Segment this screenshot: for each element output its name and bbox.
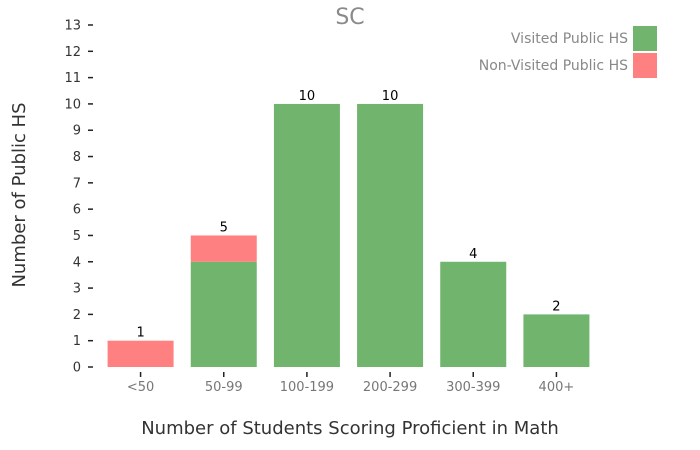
x-tick-label: 300-399 [446, 380, 500, 395]
bar-segment [190, 235, 257, 262]
y-tick-label: 2 [73, 308, 81, 323]
y-tick-label: 10 [64, 97, 81, 112]
x-tick-label: 400+ [539, 380, 575, 395]
x-tick-label: <50 [127, 380, 154, 395]
x-tick-label: 200-299 [363, 380, 417, 395]
y-tick-label: 12 [64, 45, 81, 60]
legend-label: Non-Visited Public HS [479, 58, 628, 74]
y-tick-label: 8 [73, 150, 81, 165]
legend-label: Visited Public HS [511, 31, 628, 47]
bar-segment [107, 340, 174, 367]
y-tick-label: 4 [73, 255, 81, 270]
y-tick-label: 6 [73, 203, 81, 218]
y-tick-label: 11 [64, 71, 81, 86]
x-axis-label: Number of Students Scoring Proficient in… [141, 418, 559, 439]
legend: Visited Public HS Non-Visited Public HS [479, 26, 657, 78]
bar-segment [523, 314, 590, 367]
bar-segment [273, 103, 340, 367]
y-axis-label: Number of Public HS [9, 102, 30, 287]
y-tick-label: 13 [64, 19, 81, 34]
bar-total-label: 4 [469, 247, 477, 262]
legend-swatch [633, 53, 657, 78]
bar-segment [357, 103, 424, 367]
bar-total-label: 1 [136, 326, 144, 341]
x-tick-label: 50-99 [205, 380, 243, 395]
y-tick-label: 1 [73, 334, 81, 349]
chart-title: SC [335, 5, 364, 30]
data-labels-group: 1 5 10 10 4 2 [136, 89, 560, 341]
bar-total-label: 5 [220, 220, 228, 235]
x-tick-label: 100-199 [280, 380, 334, 395]
y-tick-label: 9 [73, 124, 81, 139]
y-tick-label: 0 [73, 361, 81, 376]
y-tick-label: 5 [73, 229, 81, 244]
legend-swatch [633, 26, 657, 51]
bar-total-label: 10 [382, 89, 399, 104]
y-tick-label: 3 [73, 282, 81, 297]
bar-segment [440, 261, 507, 367]
x-axis: <50 50-99 100-199 200-299 300-399 400+ [127, 372, 574, 395]
y-tick-label: 7 [73, 176, 81, 191]
bars-group [107, 103, 590, 367]
bar-total-label: 2 [552, 299, 560, 314]
bar-total-label: 10 [299, 89, 316, 104]
bar-segment [190, 261, 257, 367]
